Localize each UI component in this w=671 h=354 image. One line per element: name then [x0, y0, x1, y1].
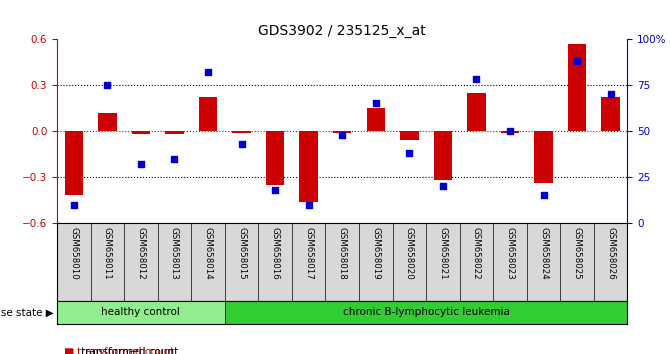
Text: GSM658022: GSM658022	[472, 227, 481, 280]
Bar	[132, 131, 150, 134]
Point	[404, 150, 415, 156]
Bar	[333, 131, 352, 132]
Text: GSM658019: GSM658019	[371, 227, 380, 280]
Text: GSM658024: GSM658024	[539, 227, 548, 280]
Bar	[57, 301, 225, 324]
Title: GDS3902 / 235125_x_at: GDS3902 / 235125_x_at	[258, 24, 426, 38]
Bar	[534, 131, 553, 183]
Text: disease state ▶: disease state ▶	[0, 307, 54, 318]
Bar	[232, 131, 251, 132]
Bar	[568, 44, 586, 131]
Point	[337, 132, 348, 137]
Point	[203, 69, 213, 75]
Text: GSM658025: GSM658025	[572, 227, 582, 280]
Point	[102, 82, 113, 88]
Text: GSM658018: GSM658018	[338, 227, 347, 280]
Point	[236, 141, 247, 147]
Bar	[433, 131, 452, 180]
Bar	[165, 131, 184, 134]
Bar	[225, 301, 627, 324]
Point	[538, 193, 549, 198]
Bar	[400, 131, 419, 140]
Text: healthy control: healthy control	[101, 307, 180, 318]
Bar	[366, 108, 385, 131]
Point	[370, 101, 381, 106]
Bar	[98, 113, 117, 131]
Text: GSM658017: GSM658017	[304, 227, 313, 280]
Point	[505, 128, 515, 134]
Bar	[467, 93, 486, 131]
Text: GSM658010: GSM658010	[69, 227, 79, 280]
Text: GSM658011: GSM658011	[103, 227, 112, 280]
Bar	[501, 131, 519, 132]
Point	[68, 202, 79, 207]
Text: GSM658014: GSM658014	[203, 227, 213, 280]
Text: GSM658021: GSM658021	[438, 227, 448, 280]
Bar	[64, 131, 83, 195]
Point	[572, 58, 582, 64]
Point	[471, 76, 482, 82]
Text: GSM658015: GSM658015	[237, 227, 246, 280]
Point	[136, 161, 146, 167]
Text: GSM658026: GSM658026	[606, 227, 615, 280]
Point	[605, 91, 616, 97]
Text: ■: ■	[64, 347, 74, 354]
Bar	[266, 131, 285, 185]
Text: transformed count: transformed count	[81, 347, 178, 354]
Text: GSM658020: GSM658020	[405, 227, 414, 280]
Bar	[601, 97, 620, 131]
Text: GSM658023: GSM658023	[505, 227, 515, 280]
Text: GSM658013: GSM658013	[170, 227, 179, 280]
Point	[437, 183, 448, 189]
Bar	[199, 97, 217, 131]
Text: ■ transformed count: ■ transformed count	[64, 347, 174, 354]
Point	[169, 156, 180, 161]
Text: GSM658016: GSM658016	[270, 227, 280, 280]
Text: chronic B-lymphocytic leukemia: chronic B-lymphocytic leukemia	[343, 307, 509, 318]
Point	[270, 187, 280, 193]
Point	[303, 202, 314, 207]
Text: GSM658012: GSM658012	[136, 227, 146, 280]
Bar	[299, 131, 318, 201]
